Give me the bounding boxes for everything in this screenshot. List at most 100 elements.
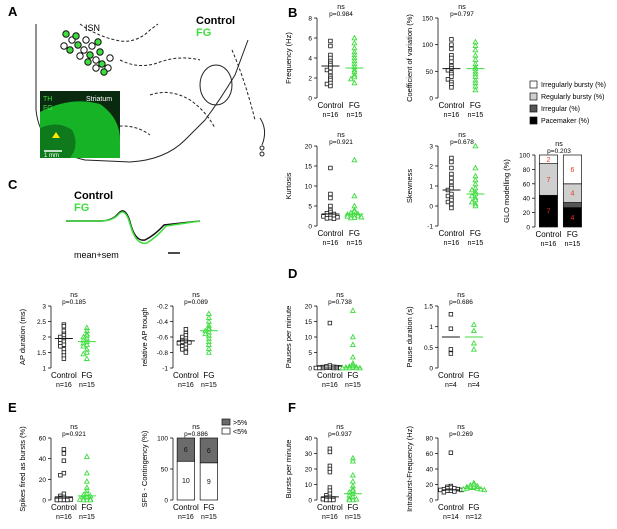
control-data-point [328, 69, 333, 75]
control-cell-marker [88, 42, 96, 50]
n-label: n=15 [345, 514, 361, 521]
p-value-label: p=0.886 [184, 431, 208, 438]
chart-b-cv: 0 50 100 150 Coefficient of variation (%) nsp… [405, 4, 485, 119]
control-data-point [328, 65, 333, 71]
control-data-point [61, 342, 67, 347]
significance-label: ns [192, 292, 200, 299]
fg-data-point [351, 79, 358, 86]
control-data-point [324, 67, 330, 73]
y-tick-label: 0 [526, 225, 530, 232]
glo-legend-swatch [529, 104, 538, 113]
y-tick-label: 0 [308, 498, 312, 505]
control-data-point [445, 199, 451, 205]
n-label: n=12 [466, 514, 482, 521]
control-data-point [449, 65, 454, 71]
stacked-bar-segment [562, 154, 582, 185]
significance-label: ns [70, 292, 78, 299]
y-tick-label: 5 [308, 350, 312, 357]
glo-legend-swatch [529, 80, 538, 89]
p-value-label: p=0.269 [449, 431, 473, 438]
control-data-point [320, 497, 326, 502]
y-tick-label: 40 [426, 467, 434, 474]
control-data-point [449, 155, 454, 161]
control-data-point [328, 191, 333, 197]
cell-location-map [60, 30, 114, 76]
control-data-point [449, 185, 454, 191]
y-tick-label: 3 [429, 144, 433, 151]
fg-data-point [468, 192, 475, 199]
control-data-point [449, 201, 454, 207]
fg-data-point [353, 495, 360, 502]
control-cell-marker [92, 64, 100, 72]
p-value-label: p=0.937 [328, 431, 352, 438]
control-data-point [324, 216, 330, 221]
sfb-legend-swatch [221, 418, 231, 426]
category-label: FG [349, 101, 360, 110]
fg-data-point [351, 214, 358, 220]
fg-data-point [351, 34, 358, 41]
y-axis-label: Pause duration (s) [405, 306, 414, 368]
y-axis-label: GLO modelling (%) [502, 159, 511, 223]
y-tick-label: 6 [308, 36, 312, 43]
bar-segment-label: 9 [207, 479, 211, 486]
fg-cell-marker [66, 46, 74, 54]
fg-data-point [344, 213, 351, 219]
control-cell-marker [92, 56, 100, 64]
inset-label-th: TH [43, 96, 52, 103]
chart-c-trough: -1 -0.8 -0.6 -0.4 -0.2 relative AP trough nsp=… [140, 292, 218, 389]
category-label: Control [536, 230, 562, 239]
category-label: FG [349, 229, 360, 238]
fg-data-point [80, 342, 87, 349]
fg-data-point [349, 353, 356, 360]
category-label: Control [318, 101, 344, 110]
category-label: FG [468, 503, 479, 512]
control-data-point [327, 469, 333, 475]
y-axis-label: Intraburst-Frequency (Hz) [405, 426, 414, 512]
y-tick-label: 1 [42, 366, 46, 373]
fg-data-point [351, 192, 358, 199]
fg-data-point [347, 75, 354, 82]
control-data-point [61, 497, 67, 503]
control-cell-marker [80, 46, 88, 54]
glo-legend: Irregularly bursty (%) Regularly bursty (… [529, 80, 606, 125]
y-tick-label: 4 [308, 56, 312, 63]
p-value-label: p=0.921 [329, 139, 353, 146]
y-axis-label: Coefficient of variation (%) [405, 14, 414, 102]
atlas-fibre-tract [231, 49, 256, 121]
y-tick-label: 50 [161, 467, 169, 474]
atlas-dashed-region [149, 91, 216, 129]
control-data-point [61, 356, 67, 361]
y-tick-label: 40 [523, 196, 531, 203]
chart-b-kurt: 0 5 10 15 20 Kurtosis nsp=0.921 Control n=16 FG n=… [284, 132, 365, 247]
panel-letter-c: C [8, 177, 18, 192]
y-tick-label: -1 [162, 366, 168, 373]
control-data-point [449, 37, 454, 42]
fg-cell-marker [98, 60, 106, 68]
stacked-bar-segment [562, 202, 582, 208]
y-tick-label: 0 [429, 96, 433, 103]
y-tick-label: 20 [305, 467, 313, 474]
bar-segment-label: 6 [207, 448, 211, 455]
atlas-dashed-region [79, 23, 159, 42]
n-label: n=16 [322, 514, 338, 521]
y-tick-label: 2 [429, 164, 433, 171]
y-tick-label: -0.6 [157, 335, 169, 342]
y-axis-label: SFB - Contingency (%) [140, 430, 149, 507]
y-tick-label: 1 [429, 184, 433, 191]
control-data-point [335, 214, 340, 220]
n-label: n=15 [468, 112, 484, 119]
significance-label: ns [457, 292, 465, 299]
control-data-point [327, 320, 333, 326]
panel-letter-a: A [8, 4, 18, 19]
control-data-point [445, 193, 451, 199]
glo-legend-label: Pacemaker (%) [541, 118, 589, 125]
significance-label: ns [336, 292, 344, 299]
sfb-legend-label: <5% [233, 429, 247, 436]
fg-cell-marker [100, 68, 108, 76]
y-tick-label: 0 [429, 366, 433, 373]
p-value-label: p=0.686 [449, 299, 473, 306]
control-data-point [61, 458, 67, 463]
significance-label: ns [336, 424, 344, 431]
significance-label: ns [192, 424, 200, 431]
n-label: n=16 [444, 240, 460, 247]
